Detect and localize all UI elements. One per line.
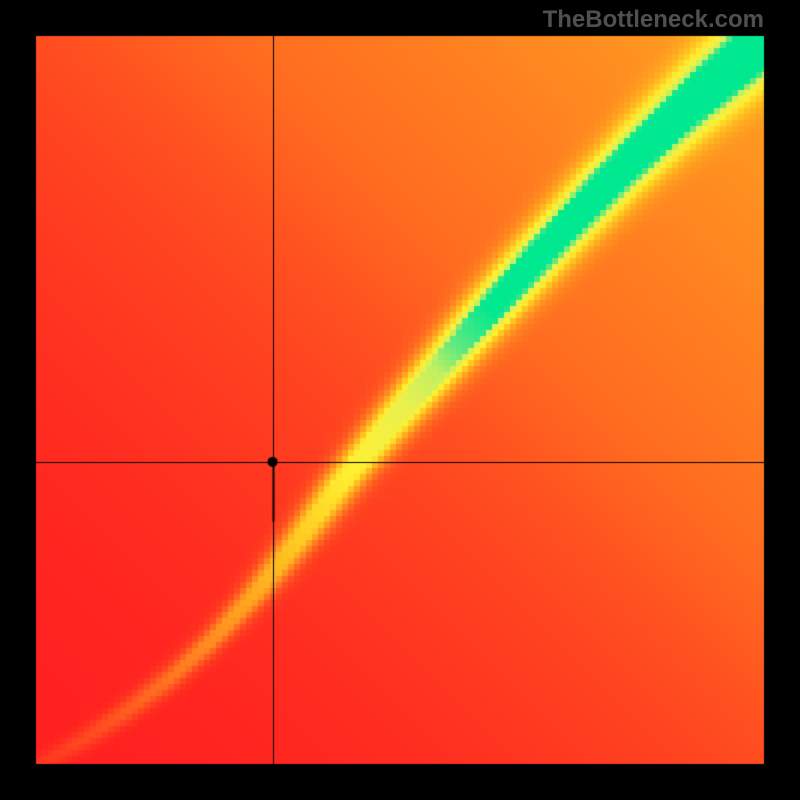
- bottleneck-heatmap: [0, 0, 800, 800]
- watermark-text: TheBottleneck.com: [543, 6, 764, 34]
